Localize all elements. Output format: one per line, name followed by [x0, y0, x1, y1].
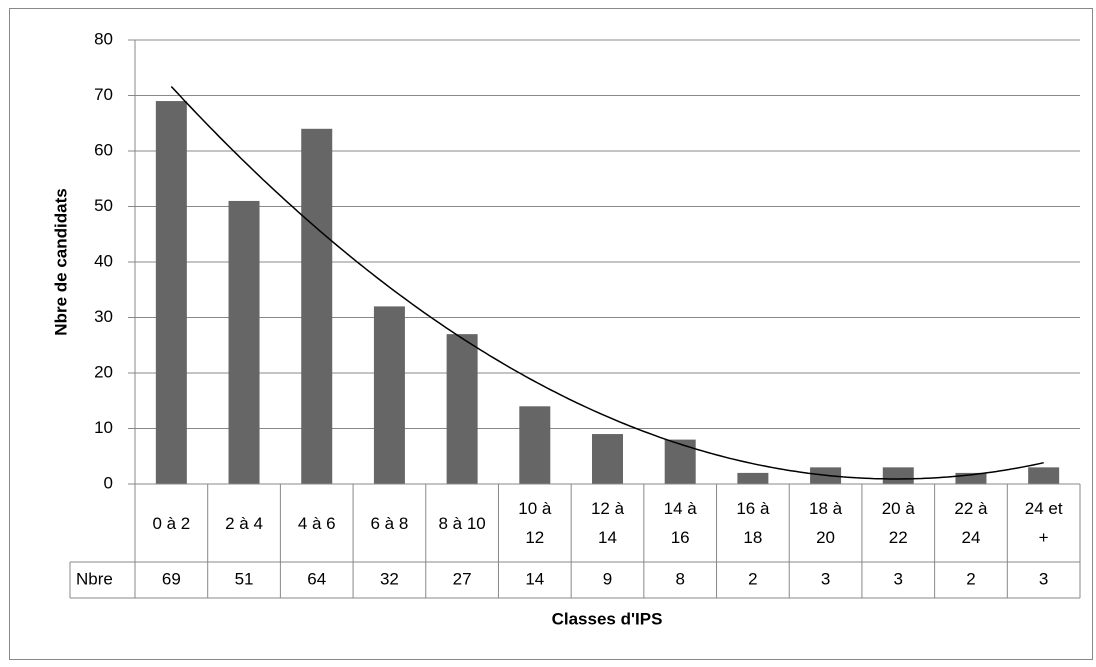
x-tick-label: 22 à 24	[954, 499, 988, 547]
table-value: 3	[1039, 569, 1048, 588]
table-value: 51	[235, 569, 254, 588]
y-tick-label: 50	[94, 196, 113, 215]
cell: 20 à 22	[862, 484, 935, 562]
cell: 10 à 12	[498, 484, 571, 562]
x-tick-cell: 4 à 6	[280, 484, 353, 562]
table-value: 32	[380, 569, 399, 588]
table-value: 3	[894, 569, 903, 588]
bar	[737, 472, 769, 484]
cell: 0 à 2	[135, 484, 208, 562]
cell: 12 à 14	[571, 484, 644, 562]
chart-frame	[9, 8, 1093, 660]
table-value: 64	[307, 569, 326, 588]
table-value: 2	[966, 569, 975, 588]
y-axis-title: Nbre de candidats	[51, 188, 70, 335]
bar	[664, 439, 696, 484]
bar	[301, 128, 333, 485]
x-tick-cell: 24 et +	[1007, 484, 1080, 562]
bar	[882, 467, 914, 484]
y-tick-label: 40	[94, 251, 113, 270]
bar	[155, 101, 187, 485]
bar	[592, 434, 623, 484]
x-tick-label: 0 à 2	[152, 513, 191, 533]
x-tick-cell: 18 à 20	[789, 484, 862, 562]
table-value: 3	[821, 569, 830, 588]
y-tick-label: 80	[94, 29, 113, 48]
bar	[1028, 467, 1060, 484]
x-tick-cell: 22 à 24	[935, 484, 1008, 562]
cell: 6 à 8	[353, 484, 426, 562]
x-tick-cell: 0 à 2	[135, 484, 208, 562]
x-tick-label: 6 à 8	[370, 513, 409, 533]
cell: 4 à 6	[280, 484, 353, 562]
table-value: 27	[453, 569, 472, 588]
x-tick-label: 4 à 6	[297, 513, 336, 533]
table-value: 69	[162, 569, 181, 588]
x-tick-label: 10 à 12	[518, 499, 552, 547]
y-tick-label: 30	[94, 307, 113, 326]
table-row-header: Nbre	[76, 569, 113, 588]
x-tick-cell: 2 à 4	[208, 484, 281, 562]
cell: 14 à 16	[644, 484, 717, 562]
x-tick-label: 18 à 20	[809, 499, 843, 547]
y-tick-label: 0	[104, 473, 113, 492]
x-tick-cell: 16 à 18	[717, 484, 790, 562]
cell: 18 à 20	[789, 484, 862, 562]
x-tick-label: 24 et +	[1024, 499, 1063, 547]
x-tick-label: 8 à 10	[438, 513, 486, 533]
table-value: 9	[603, 569, 612, 588]
bar	[519, 406, 551, 484]
x-axis-title: Classes d'IPS	[552, 609, 663, 628]
x-tick-cell: 20 à 22	[862, 484, 935, 562]
cell: 24 et +	[1007, 484, 1080, 562]
x-tick-label: 20 à 22	[881, 499, 915, 547]
cell: 16 à 18	[717, 484, 790, 562]
x-tick-cell: 6 à 8	[353, 484, 426, 562]
bar	[446, 334, 478, 484]
y-tick-label: 70	[94, 85, 113, 104]
x-tick-cell: 8 à 10	[426, 484, 499, 562]
x-tick-label: 16 à 18	[736, 499, 770, 547]
bar	[228, 200, 260, 484]
y-tick-label: 60	[94, 140, 113, 159]
cell: 22 à 24	[935, 484, 1008, 562]
table-value: 2	[748, 569, 757, 588]
x-tick-label: 2 à 4	[225, 513, 263, 533]
y-tick-label: 10	[94, 418, 113, 437]
table-value: 14	[525, 569, 544, 588]
bar	[373, 306, 405, 484]
x-tick-label: 14 à 16	[663, 499, 697, 547]
x-tick-cell: 10 à 12	[498, 484, 571, 562]
x-tick-cell: 12 à 14	[571, 484, 644, 562]
table-value: 8	[675, 569, 684, 588]
x-tick-label: 12 à 14	[590, 499, 625, 547]
trendline	[170, 85, 1044, 480]
bar	[955, 472, 987, 484]
y-tick-label: 20	[94, 362, 113, 381]
cell: 8 à 10	[426, 484, 499, 562]
x-tick-cell: 14 à 16	[644, 484, 717, 562]
cell: 2 à 4	[208, 484, 281, 562]
